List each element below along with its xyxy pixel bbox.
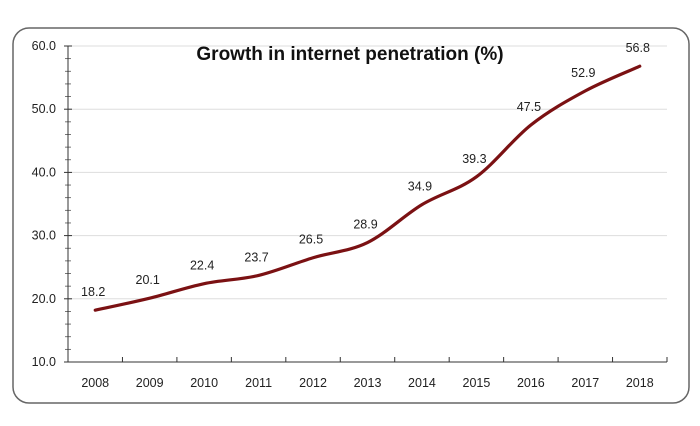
- x-tick-label: 2018: [626, 376, 654, 390]
- y-tick-label: 60.0: [32, 39, 56, 53]
- data-label: 22.4: [190, 259, 214, 273]
- y-tick-label: 30.0: [32, 229, 56, 243]
- y-tick-label: 10.0: [32, 355, 56, 369]
- data-label: 28.9: [353, 218, 377, 232]
- data-label: 18.2: [81, 285, 105, 299]
- x-tick-label: 2008: [81, 376, 109, 390]
- y-tick-label: 40.0: [32, 165, 56, 179]
- data-label: 20.1: [136, 273, 160, 287]
- y-tick-label: 20.0: [32, 292, 56, 306]
- x-tick-label: 2016: [517, 376, 545, 390]
- y-tick-label: 50.0: [32, 102, 56, 116]
- data-label: 52.9: [571, 66, 595, 80]
- x-tick-label: 2014: [408, 376, 436, 390]
- data-label: 23.7: [244, 250, 268, 264]
- x-tick-label: 2012: [299, 376, 327, 390]
- data-label: 39.3: [462, 152, 486, 166]
- chart-title: Growth in internet penetration (%): [196, 44, 503, 65]
- x-tick-label: 2017: [571, 376, 599, 390]
- x-tick-label: 2011: [245, 376, 272, 390]
- data-label: 56.8: [626, 41, 650, 55]
- x-tick-label: 2010: [190, 376, 218, 390]
- series-line: [93, 64, 642, 312]
- x-tick-label: 2015: [463, 376, 491, 390]
- x-tick-label: 2013: [354, 376, 382, 390]
- data-label: 34.9: [408, 180, 432, 194]
- chart-frame: [12, 27, 690, 404]
- data-label: 47.5: [517, 100, 541, 114]
- data-label: 26.5: [299, 233, 323, 247]
- x-tick-label: 2009: [136, 376, 164, 390]
